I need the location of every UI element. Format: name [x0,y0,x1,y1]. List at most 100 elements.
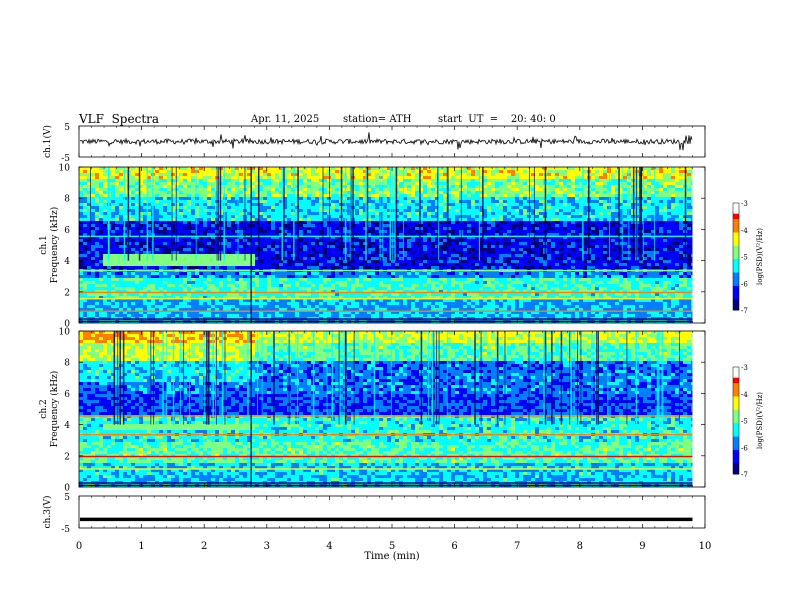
spectrogram-cell [307,194,311,197]
spectrogram-cell [415,203,419,206]
spectrogram-cell [671,227,675,230]
spectrogram-cell [119,170,123,173]
spectrogram-cell [563,239,567,242]
spectrogram-cell [471,257,475,260]
spectrogram-cell [359,233,363,236]
spectrogram-cell [399,224,403,227]
spectrogram-cell [595,170,599,173]
spectrogram-cell [659,212,663,215]
y-axis-label: ch.1(V) [42,125,53,158]
spectrogram-cell [135,242,139,245]
spectrogram-cell [427,224,431,227]
spectrogram-cell [143,209,147,212]
spectrogram-cell [691,182,693,185]
spectrogram-cell [183,182,187,185]
spectrogram-cell [367,203,371,206]
spectrogram-cell [223,200,227,203]
spectrogram-cell [247,254,251,257]
spectrogram-cell [415,173,419,176]
spectrogram-cell [591,191,595,194]
spectrogram-cell [147,179,151,182]
spectrogram-cell [231,203,235,206]
spectrogram-cell [475,206,479,209]
spectrogram-cell [79,221,83,224]
spectrogram-cell [403,248,407,251]
spectrogram-cell [439,182,443,185]
spectrogram-cell [175,170,179,173]
spectrogram-cell [159,221,163,224]
spectrogram-cell [119,206,123,209]
spectrogram-cell [555,203,559,206]
spectrogram-cell [99,248,103,251]
spectrogram-cell [435,167,439,170]
spectrogram-cell [143,197,147,200]
spectrogram-cell [199,233,203,236]
spectrogram-cell [655,227,659,230]
spectrogram-cell [279,206,283,209]
spectrogram-cell [619,167,623,170]
spectrogram-cell [623,224,627,227]
spectrogram-cell [335,173,339,176]
spectrogram-cell [363,179,367,182]
spectrogram-cell [599,239,603,242]
spectrogram-cell [159,179,163,182]
spectrogram-cell [551,188,555,191]
spectrogram-cell [115,242,119,245]
spectrogram-cell [327,218,331,221]
spectrogram-cell [267,224,271,227]
spectrogram-cell [223,191,227,194]
spectrogram-cell [411,242,415,245]
spectrogram-cell [131,227,135,230]
spectrogram-cell [583,257,587,260]
spectrogram-cell [163,245,167,248]
spectrogram-cell [119,200,123,203]
spectrogram-cell [259,260,263,263]
spectrogram-cell [243,260,247,263]
spectrogram-cell [367,215,371,218]
spectrogram-cell [119,221,123,224]
spectrogram-cell [379,224,383,227]
spectrogram-cell [347,227,351,230]
spectrogram-cell [375,197,379,200]
spectrogram-cell [387,191,391,194]
spectrogram-cell [295,215,299,218]
spectrogram-cell [399,209,403,212]
spectrogram-cell [251,245,255,248]
spectrogram-cell [463,173,467,176]
spectrogram-cell [207,260,211,263]
spectrogram-cell [379,257,383,260]
spectrogram-cell [623,254,627,257]
spectrogram-cell [387,200,391,203]
spectrogram-cell [551,203,555,206]
spectrogram-cell [439,176,443,179]
spectrogram-cell [191,215,195,218]
spectrogram-cell [555,245,559,248]
spectrogram-cell [655,236,659,239]
spectrogram-cell [523,215,527,218]
spectrogram-cell [403,224,407,227]
spectrogram-cell [591,257,595,260]
spectrogram-cell [191,242,195,245]
spectrogram-cell [671,203,675,206]
spectrogram-cell [203,197,207,200]
spectrogram-cell [139,260,143,263]
spectrogram-cell [491,224,495,227]
spectrogram-cell [439,224,443,227]
spectrogram-cell [675,197,679,200]
spectrogram-cell [623,218,627,221]
spectrogram-cell [559,248,563,251]
spectrogram-cell [359,236,363,239]
spectrogram-cell [83,194,87,197]
spectrogram-cell [179,197,183,200]
spectrogram-cell [271,206,275,209]
spectrogram-cell [611,236,615,239]
spectrogram-cell [479,218,483,221]
spectrogram-cell [211,200,215,203]
spectrogram-cell [419,203,423,206]
spectrogram-cell [235,206,239,209]
spectrogram-cell [207,188,211,191]
spectrogram-cell [95,185,99,188]
spectrogram-cell [647,227,651,230]
spectrogram-cell [211,251,215,254]
spectrogram-cell [135,254,139,257]
